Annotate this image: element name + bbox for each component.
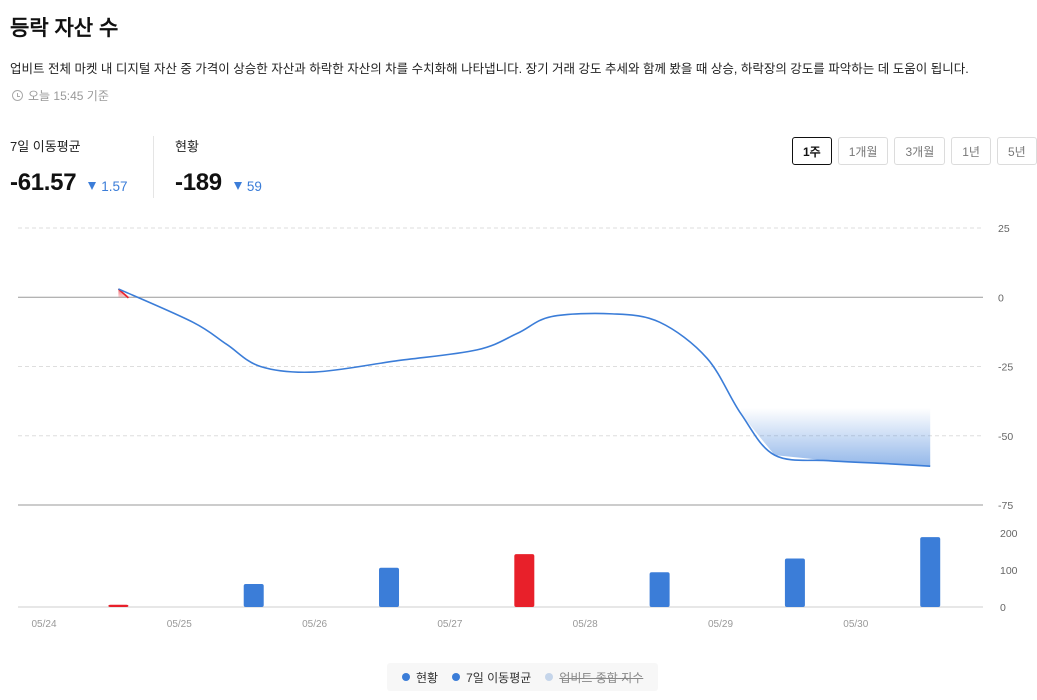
legend: 현황 7일 이동평균 업비트 종합 지수 (387, 663, 659, 691)
fall-area (740, 408, 931, 467)
period-tab-3m[interactable]: 3개월 (894, 137, 946, 165)
fill-layer (117, 288, 931, 467)
bar-y-tick-label: 0 (1000, 602, 1006, 614)
legend-label: 현황 (416, 670, 439, 685)
stat-current-value: -189 (175, 169, 222, 196)
triangle-down-icon (88, 182, 97, 190)
legend-label: 업비트 종합 지수 (559, 670, 644, 685)
legend-item-upbit-index[interactable]: 업비트 종합 지수 (538, 669, 650, 686)
x-tick-label: 05/24 (31, 619, 56, 630)
legend-dot (402, 673, 410, 681)
stat-ma7-change: 1.57 (88, 178, 128, 194)
x-tick-label: 05/28 (573, 619, 598, 630)
stat-ma7: 7일 이동평균 -61.57 1.57 (10, 136, 128, 197)
stat-ma7-label: 7일 이동평균 (10, 139, 81, 154)
stat-current-change-value: 59 (246, 178, 262, 194)
bar (784, 558, 805, 607)
page-title: 등락 자산 수 (10, 17, 119, 40)
timestamp-text: 오늘 15:45 기준 (28, 89, 109, 103)
bar (920, 537, 941, 607)
bar-y-tick-label: 200 (1000, 528, 1018, 540)
stat-current-change: 59 (233, 178, 262, 194)
legend-item-current[interactable]: 현황 (395, 669, 445, 686)
stat-ma7-value: -61.57 (10, 169, 77, 196)
stat-current-label: 현황 (175, 139, 199, 154)
x-tick-label: 05/30 (843, 619, 868, 630)
bar (243, 584, 264, 607)
x-tick-label: 05/25 (167, 619, 192, 630)
timestamp: 오늘 15:45 기준 (12, 87, 109, 104)
period-tab-1y[interactable]: 1년 (951, 137, 991, 165)
bar (379, 567, 400, 607)
stat-current: 현황 -189 59 (175, 136, 262, 197)
y-tick-label: -25 (998, 362, 1013, 374)
page-description: 업비트 전체 마켓 내 디지털 자산 중 가격이 상승한 자산과 하락한 자산의… (10, 62, 969, 76)
legend-dot (545, 673, 554, 681)
line-layer (118, 288, 931, 468)
bar-y-tick-label: 100 (1000, 565, 1018, 577)
period-tab-1w[interactable]: 1주 (792, 137, 832, 165)
bar (514, 554, 535, 607)
x-tick-label: 05/26 (302, 619, 327, 630)
legend-item-ma7[interactable]: 7일 이동평균 (445, 669, 538, 686)
legend-label: 7일 이동평균 (466, 670, 532, 685)
chart: 25 0 -25 -50 -75 200 100 0 05/24 05/25 05/26 05/27 0… (18, 223, 1018, 630)
x-tick-label: 05/27 (437, 619, 462, 630)
y-tick-label: -75 (998, 500, 1013, 512)
x-tick-label: 05/29 (708, 619, 733, 630)
stat-ma7-change-value: 1.57 (101, 178, 128, 194)
legend-dot (452, 673, 461, 681)
y-tick-label: 0 (998, 292, 1004, 304)
bar (108, 604, 129, 607)
y-tick-label: -50 (998, 431, 1013, 443)
y-tick-label: 25 (998, 223, 1010, 235)
tick-layer: 25 0 -25 -50 -75 200 100 0 05/24 05/25 05/26 05/27 0… (31, 223, 1017, 630)
ma7-line (118, 288, 931, 468)
clock-icon (12, 90, 23, 101)
grid-layer (18, 227, 983, 608)
bar-layer (108, 537, 941, 607)
period-tab-5y[interactable]: 5년 (996, 137, 1037, 165)
period-tab-1m[interactable]: 1개월 (837, 137, 889, 165)
bar (649, 572, 670, 607)
stat-divider (153, 136, 154, 198)
period-tabs: 1주 1개월 3개월 1년 5년 (792, 137, 1037, 165)
triangle-down-icon (233, 182, 242, 190)
